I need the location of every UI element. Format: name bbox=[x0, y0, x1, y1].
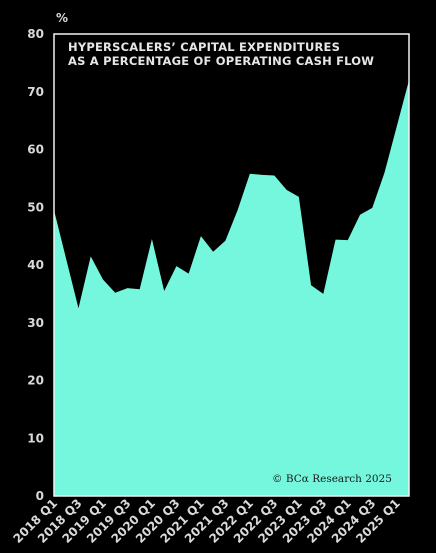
y-tick-label: 10 bbox=[27, 431, 44, 445]
y-tick-label: 70 bbox=[27, 85, 44, 99]
chart-title-line-2: AS A PERCENTAGE OF OPERATING CASH FLOW bbox=[68, 54, 374, 68]
plot-area bbox=[53, 33, 410, 497]
y-tick-label: 20 bbox=[27, 374, 44, 388]
y-tick-label: 50 bbox=[27, 200, 44, 214]
credit-label: © BCα Research 2025 bbox=[272, 473, 392, 485]
chart-title-line-1: HYPERSCALERS’ CAPITAL EXPENDITURES bbox=[68, 40, 340, 54]
y-axis-ticks: 0 10 20 30 40 50 60 70 80 bbox=[27, 27, 44, 503]
y-axis-unit: % bbox=[56, 11, 68, 25]
capex-area bbox=[54, 80, 409, 496]
y-tick-label: 40 bbox=[27, 258, 44, 272]
y-tick-label: 0 bbox=[36, 489, 44, 503]
y-tick-label: 80 bbox=[27, 27, 44, 41]
plot-frame bbox=[53, 33, 410, 497]
y-tick-label: 60 bbox=[27, 143, 44, 157]
y-tick-label: 30 bbox=[27, 316, 44, 330]
